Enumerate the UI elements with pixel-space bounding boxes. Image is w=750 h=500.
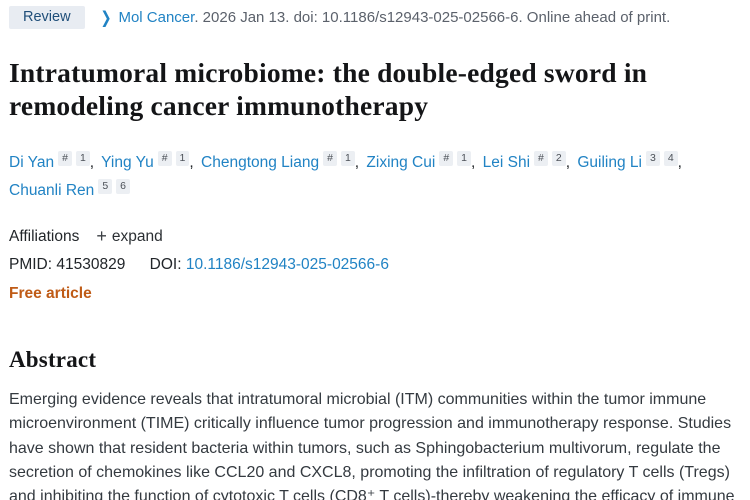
- author-sup-equal: #: [58, 151, 72, 166]
- author-link[interactable]: Zixing Cui: [366, 154, 436, 171]
- author: Di Yan #1,: [9, 151, 97, 171]
- chevron-right-icon: ❯: [100, 7, 112, 27]
- author: Zixing Cui #1,: [366, 151, 478, 171]
- doi-group: DOI: 10.1186/s12943-025-02566-6: [150, 256, 389, 273]
- plus-icon: +: [96, 226, 107, 246]
- author-link[interactable]: Chuanli Ren: [9, 182, 95, 199]
- author: Guiling Li 3 4,: [577, 151, 685, 171]
- expand-affiliations-button[interactable]: + expand: [96, 226, 162, 247]
- author: Chengtong Liang #1,: [201, 151, 362, 171]
- free-article-label: Free article: [9, 285, 92, 302]
- pmid-value: 41530829: [56, 256, 126, 273]
- abstract-heading: Abstract: [9, 347, 97, 372]
- author-sup-affiliation: 3: [645, 151, 660, 166]
- citation-bar: Review ❯ Mol Cancer. 2026 Jan 13. doi: 1…: [9, 6, 750, 29]
- author-sup-equal: #: [157, 151, 172, 166]
- author: Lei Shi #2,: [482, 151, 573, 171]
- author-sup-affiliation: 1: [340, 151, 355, 166]
- author-sup-equal: #: [534, 151, 548, 166]
- author-link[interactable]: Ying Yu: [101, 154, 154, 171]
- author-link[interactable]: Di Yan: [9, 154, 55, 171]
- abstract-text: Emerging evidence reveals that intratumo…: [9, 391, 735, 500]
- article-title: Intratumoral microbiome: the double-edge…: [9, 57, 648, 121]
- author-separator: ,: [565, 154, 571, 171]
- author-separator: ,: [677, 154, 682, 171]
- pmid-group: PMID: 41530829: [9, 256, 130, 273]
- author-sup-affiliation: 5: [98, 179, 113, 194]
- authors-list: Di Yan #1, Ying Yu #1, Chengtong Liang #1, …: [9, 149, 721, 205]
- author-separator: ,: [89, 154, 95, 171]
- author-separator: ,: [471, 154, 476, 171]
- expand-label: expand: [111, 227, 163, 245]
- doi-label: DOI:: [149, 256, 182, 273]
- author-sup-affiliation: 1: [175, 151, 190, 166]
- author-link[interactable]: Chengtong Liang: [201, 154, 320, 171]
- journal-link[interactable]: Mol Cancer: [118, 8, 195, 26]
- author-sup-equal: #: [323, 151, 337, 166]
- affiliations-row: Affiliations + expand: [9, 226, 750, 247]
- author-sup-affiliation: 1: [75, 151, 90, 166]
- author-separator: ,: [354, 154, 360, 171]
- author-separator: ,: [189, 154, 194, 171]
- author-sup-equal: #: [439, 151, 454, 166]
- identifiers-row: PMID: 41530829 DOI: 10.1186/s12943-025-0…: [9, 256, 750, 274]
- pmid-label: PMID:: [9, 256, 53, 273]
- author-link[interactable]: Lei Shi: [482, 154, 531, 171]
- author: Chuanli Ren 5 6: [9, 179, 130, 199]
- author-sup-affiliation: 4: [663, 151, 678, 166]
- author-sup-affiliation: 6: [116, 179, 130, 194]
- citation-details: . 2026 Jan 13. doi: 10.1186/s12943-025-0…: [194, 8, 671, 26]
- author-sup-affiliation: 1: [457, 151, 472, 166]
- author-link[interactable]: Guiling Li: [577, 154, 642, 171]
- affiliations-label: Affiliations: [9, 227, 80, 245]
- author: Ying Yu #1,: [101, 151, 197, 171]
- citation-text: Mol Cancer. 2026 Jan 13. doi: 10.1186/s1…: [118, 9, 670, 27]
- author-sup-affiliation: 2: [551, 151, 566, 166]
- doi-link[interactable]: 10.1186/s12943-025-02566-6: [185, 256, 389, 273]
- publication-type-badge: Review: [9, 6, 85, 29]
